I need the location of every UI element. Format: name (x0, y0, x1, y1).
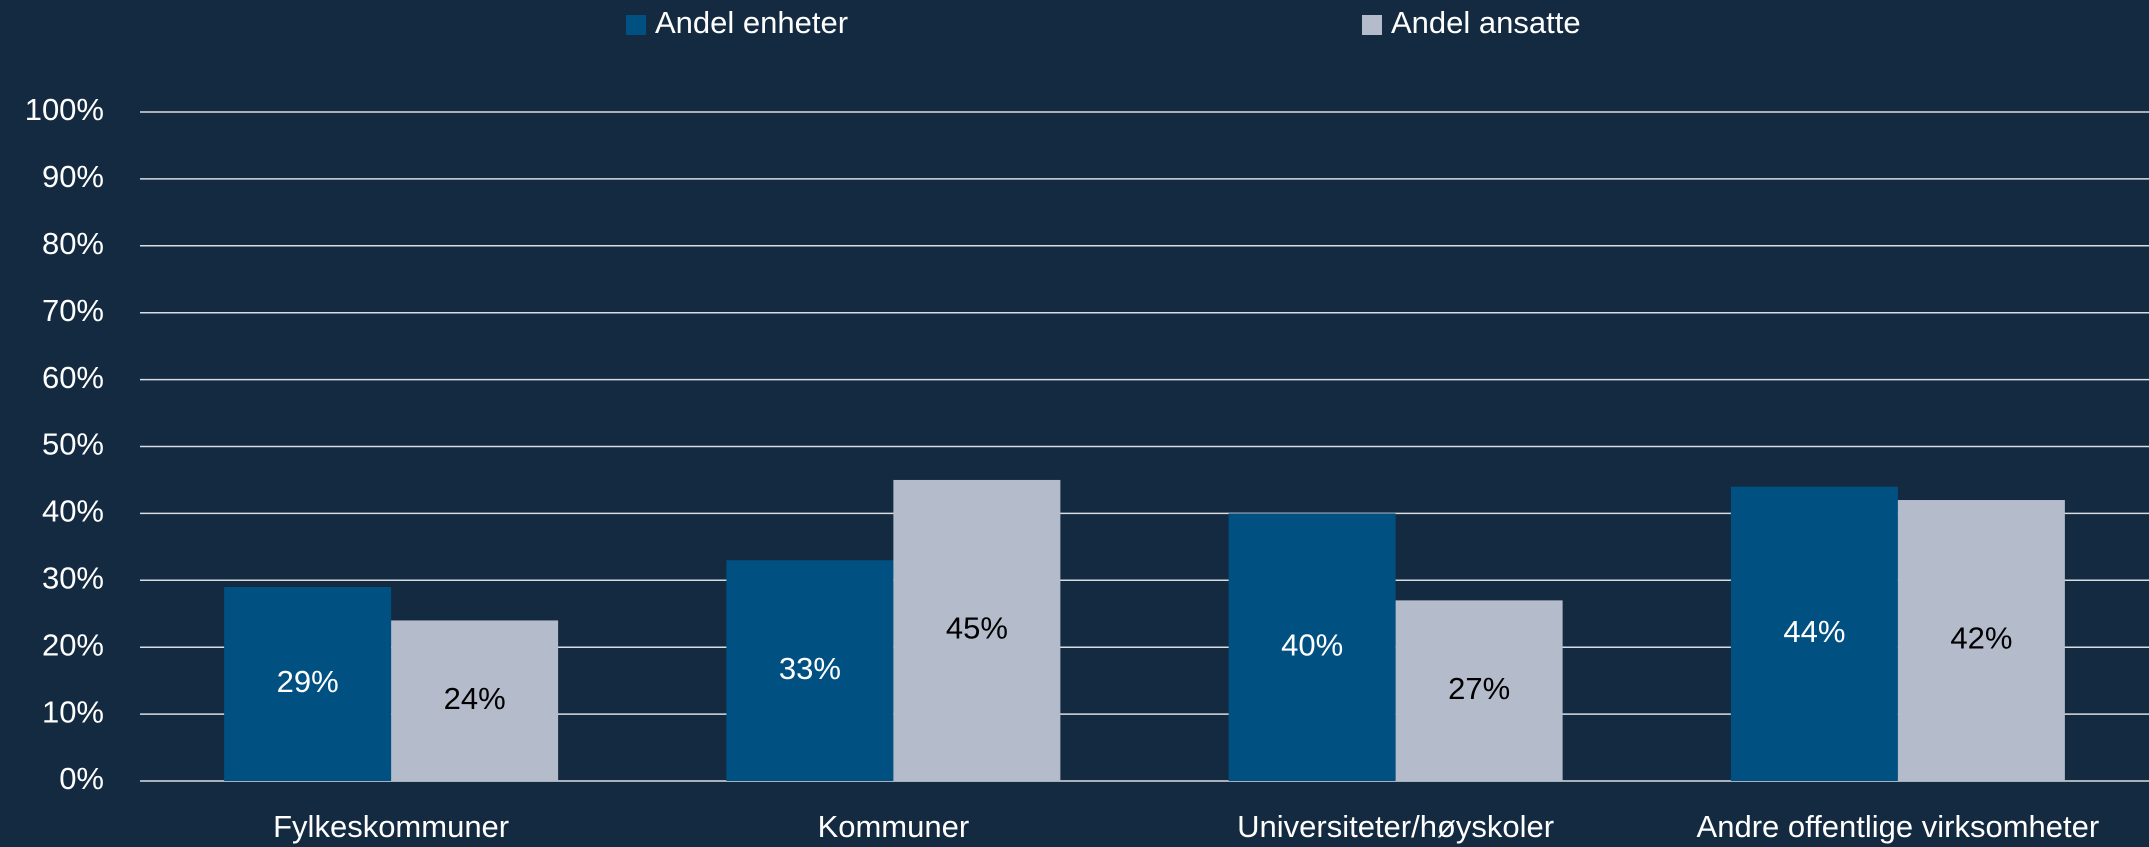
bar (1897, 500, 2065, 781)
bar (1395, 600, 1563, 781)
legend-label: Andel enheter (655, 5, 848, 40)
data-label: 33% (779, 651, 841, 686)
y-tick-label: 10% (42, 694, 104, 729)
bar (1228, 513, 1396, 781)
legend-label: Andel ansatte (1391, 5, 1581, 40)
y-tick-label: 100% (25, 92, 104, 127)
legend-swatch (1362, 15, 1382, 35)
x-tick-label: Universiteter/høyskoler (1237, 809, 1554, 844)
data-label: 42% (1950, 621, 2012, 656)
y-tick-label: 70% (42, 293, 104, 328)
y-tick-label: 30% (42, 560, 104, 595)
y-tick-label: 90% (42, 159, 104, 194)
y-tick-label: 80% (42, 226, 104, 261)
y-tick-label: 50% (42, 427, 104, 462)
x-tick-label: Andre offentlige virksomheter (1697, 809, 2100, 844)
data-label: 24% (444, 681, 506, 716)
data-label: 27% (1448, 671, 1510, 706)
data-label: 40% (1281, 627, 1343, 662)
bar (1730, 486, 1898, 781)
data-label: 45% (946, 611, 1008, 646)
bar (726, 560, 894, 781)
x-tick-label: Kommuner (818, 809, 970, 844)
y-tick-label: 60% (42, 360, 104, 395)
y-tick-label: 40% (42, 494, 104, 529)
y-tick-label: 0% (59, 761, 104, 796)
y-tick-label: 20% (42, 627, 104, 662)
data-label: 44% (1783, 614, 1845, 649)
legend-swatch (626, 15, 646, 35)
bar (893, 479, 1061, 781)
bar (391, 620, 559, 781)
bar (224, 586, 392, 781)
data-label: 29% (277, 664, 339, 699)
x-tick-label: Fylkeskommuner (273, 809, 509, 844)
